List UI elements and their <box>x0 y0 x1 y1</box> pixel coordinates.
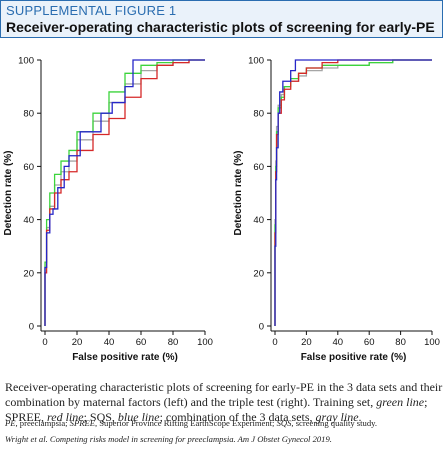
caption-green: green line <box>376 395 425 409</box>
chart1-x-tick-label: 60 <box>136 337 147 348</box>
chart2-x-tick-label: 80 <box>395 337 406 348</box>
chart1-x-axis-title: False positive rate (%) <box>72 352 178 363</box>
chart2-series-gray-line <box>274 59 432 326</box>
figure-caption: Receiver-operating characteristic plots … <box>5 380 443 425</box>
chart2-series-blue-line <box>274 59 432 326</box>
chart1-x-tick-label: 100 <box>197 337 213 348</box>
chart2-series-green-line <box>274 59 432 326</box>
abbr-sqs-def: , screening quality study. <box>291 418 378 428</box>
chart1-x-tick-label: 40 <box>104 337 115 348</box>
chart2-x-tick-label: 100 <box>424 337 440 348</box>
chart2-x-tick-label: 40 <box>333 337 344 348</box>
chart1-y-tick-label: 0 <box>29 322 34 333</box>
abbreviations: PE, preeclampsia; SPREE, Superior Provin… <box>5 418 443 429</box>
chart2-y-tick-label: 100 <box>248 56 264 67</box>
chart2-series-red-line <box>274 59 432 326</box>
abbr-sqs: SQS <box>276 418 292 428</box>
chart1-y-tick-label: 80 <box>23 109 34 120</box>
caption-text-5: . <box>358 410 362 424</box>
abbr-spree: SPREE <box>69 418 95 428</box>
chart2-y-tick-label: 20 <box>253 268 264 279</box>
chart2-y-tick-label: 40 <box>253 215 264 226</box>
chart2-x-axis-title: False positive rate (%) <box>301 352 407 363</box>
chart2-y-axis-title: Detection rate (%) <box>233 150 244 235</box>
chart1-y-axis-title: Detection rate (%) <box>3 150 14 235</box>
chart2-y-tick-label: 80 <box>253 109 264 120</box>
chart2-y-tick-label: 60 <box>253 162 264 173</box>
figure-label: SUPPLEMENTAL FIGURE 1 <box>6 3 177 18</box>
chart1-y-tick-label: 100 <box>18 56 34 67</box>
chart2-y-tick-label: 0 <box>259 322 264 333</box>
chart2-x-tick-label: 20 <box>301 337 312 348</box>
chart1-series-blue-line <box>44 59 205 326</box>
chart2-x-tick-label: 60 <box>364 337 375 348</box>
figure-header: SUPPLEMENTAL FIGURE 1 Receiver-operating… <box>0 0 443 38</box>
roc-charts: 0 20 40 60 80 100 0 20 40 60 80 100 False positive r… <box>3 56 440 364</box>
caption-gray: gray line <box>315 410 359 424</box>
caption-text-4: ; combination of the 3 data sets, <box>159 410 316 424</box>
chart2-x-tick-label: 0 <box>272 337 277 348</box>
chart1-x-tick-label: 80 <box>168 337 179 348</box>
chart1-y-tick-label: 40 <box>23 215 34 226</box>
chart1-x-tick-label: 20 <box>72 337 83 348</box>
caption-text-1: Receiver-operating characteristic plots … <box>5 380 443 409</box>
chart1-y-tick-label: 60 <box>23 162 34 173</box>
abbr-pe: PE <box>5 418 16 428</box>
abbr-pe-def: , preeclampsia; <box>15 418 70 428</box>
figure-title: Receiver-operating characteristic plots … <box>6 19 435 35</box>
caption-red: red line <box>47 410 84 424</box>
caption-text-3: ; SQS, <box>83 410 118 424</box>
citation: Wright et al. Competing risks model in s… <box>5 434 332 444</box>
chart1-x-tick-label: 0 <box>42 337 47 348</box>
caption-blue: blue line <box>117 410 160 424</box>
caption-text-2: ; SPREE, <box>5 395 428 424</box>
abbr-spree-def: , Superior Province Rifting EarthScope E… <box>94 418 277 428</box>
chart1-y-tick-label: 20 <box>23 268 34 279</box>
